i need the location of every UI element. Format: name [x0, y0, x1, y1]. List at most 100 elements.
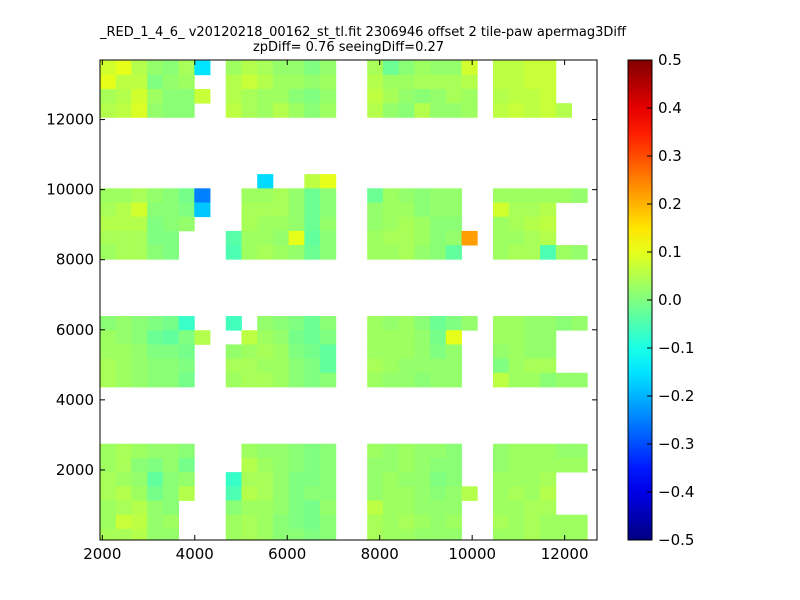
heatmap-cell — [414, 330, 431, 345]
heatmap-cell — [272, 500, 290, 516]
heatmap-cell — [555, 245, 572, 260]
heatmap-cell — [147, 202, 164, 218]
heatmap-cell — [304, 174, 321, 189]
heatmap-cell — [304, 245, 321, 260]
heatmap-cell — [445, 344, 462, 359]
heatmap-cell — [492, 344, 510, 359]
heatmap-cell — [445, 216, 462, 232]
heatmap-cell — [272, 202, 290, 218]
heatmap-cell — [100, 230, 117, 246]
chart-subtitle: zpDiff= 0.76 seeingDiff=0.27 — [252, 40, 445, 55]
heatmap-cell — [414, 60, 431, 76]
heatmap-cell — [508, 486, 525, 501]
heatmap-cell — [194, 330, 211, 345]
heatmap-cell — [100, 358, 117, 374]
heatmap-cell — [241, 443, 258, 459]
heatmap-cell — [225, 486, 242, 501]
heatmap-cell — [162, 316, 179, 331]
heatmap-cell — [492, 245, 510, 260]
heatmap-cell — [367, 372, 384, 388]
colorbar: 0.5 0.4 0.3 0.2 0.1 0.0 −0.1 −0.2 −0.3 −0.4 −0.5 — [627, 51, 694, 549]
colorbar-tick-label: 0.0 — [658, 291, 682, 309]
heatmap-cell — [100, 443, 117, 459]
heatmap-cell — [382, 74, 400, 90]
heatmap-cell — [100, 457, 117, 473]
heatmap-cell — [131, 188, 148, 203]
heatmap-cell — [367, 216, 384, 232]
heatmap-cell — [414, 457, 431, 473]
heatmap-cell — [225, 472, 242, 487]
heatmap-cell — [115, 528, 132, 541]
heatmap-cell — [382, 358, 400, 374]
heatmap-cell — [162, 472, 179, 487]
heatmap-cell — [257, 443, 274, 459]
heatmap-cell — [492, 60, 510, 76]
heatmap-cell — [492, 330, 510, 345]
heatmap-cell — [257, 216, 274, 232]
heatmap-cell — [430, 188, 447, 203]
chart-title: _RED_1_4_6_ v20120218_00162_st_tl.fit 23… — [100, 25, 626, 40]
heatmap-cell — [382, 103, 400, 118]
heatmap-cell — [524, 514, 541, 530]
heatmap-cell — [115, 74, 132, 90]
heatmap-cell — [367, 457, 384, 473]
colorbar-tick-label: 0.5 — [658, 51, 682, 69]
heatmap-cell — [414, 316, 431, 331]
heatmap-cell — [100, 60, 117, 76]
x-tick-label: 8000 — [361, 545, 399, 563]
heatmap-cell — [445, 500, 462, 516]
heatmap-cell — [430, 344, 447, 359]
heatmap-cell — [571, 528, 588, 541]
heatmap-cell — [571, 372, 588, 388]
heatmap-cell — [367, 443, 384, 459]
heatmap-cell — [508, 372, 525, 388]
heatmap-cell — [492, 472, 510, 487]
heatmap-cell — [147, 372, 164, 388]
heatmap-cell — [320, 216, 337, 232]
heatmap-cell — [492, 372, 510, 388]
heatmap-cell — [288, 500, 305, 516]
heatmap-cell — [131, 330, 148, 345]
heatmap-cell — [257, 60, 274, 76]
heatmap-cell — [508, 103, 525, 118]
heatmap-cell — [178, 358, 195, 374]
heatmap-cell — [524, 103, 541, 118]
heatmap-cell — [162, 188, 179, 203]
heatmap-cell — [492, 514, 510, 530]
heatmap-cell — [131, 457, 148, 473]
heatmap-cell — [147, 188, 164, 203]
heatmap-cell — [492, 74, 510, 90]
heatmap-cell — [382, 486, 400, 501]
heatmap-cell — [100, 316, 117, 331]
heatmap-cell — [241, 358, 258, 374]
heatmap-cell — [430, 103, 447, 118]
heatmap-cell — [492, 457, 510, 473]
heatmap-cell — [398, 372, 415, 388]
heatmap-cell — [162, 528, 179, 541]
heatmap-cell — [382, 88, 400, 104]
heatmap-cell — [225, 230, 242, 246]
heatmap-cell — [131, 74, 148, 90]
heatmap-cell — [100, 188, 117, 203]
heatmap-cell — [178, 188, 195, 203]
heatmap-cell — [445, 230, 462, 246]
heatmap-cell — [508, 188, 525, 203]
heatmap-cell — [288, 74, 305, 90]
heatmap-cell — [398, 245, 415, 260]
heatmap-cell — [524, 216, 541, 232]
heatmap-cell — [508, 88, 525, 104]
axes-frame — [99, 59, 598, 541]
heatmap-cell — [445, 88, 462, 104]
heatmap-cell — [225, 245, 242, 260]
heatmap-cell — [445, 457, 462, 473]
heatmap-cell — [430, 472, 447, 487]
heatmap-cell — [147, 316, 164, 331]
heatmap-cell — [178, 372, 195, 388]
heatmap-cell — [367, 74, 384, 90]
heatmap-cell — [288, 60, 305, 76]
heatmap-cell — [540, 472, 557, 487]
heatmap-cell — [257, 316, 274, 331]
heatmap-cell — [445, 330, 462, 345]
heatmap-cell — [382, 188, 400, 203]
heatmap-cell — [414, 472, 431, 487]
